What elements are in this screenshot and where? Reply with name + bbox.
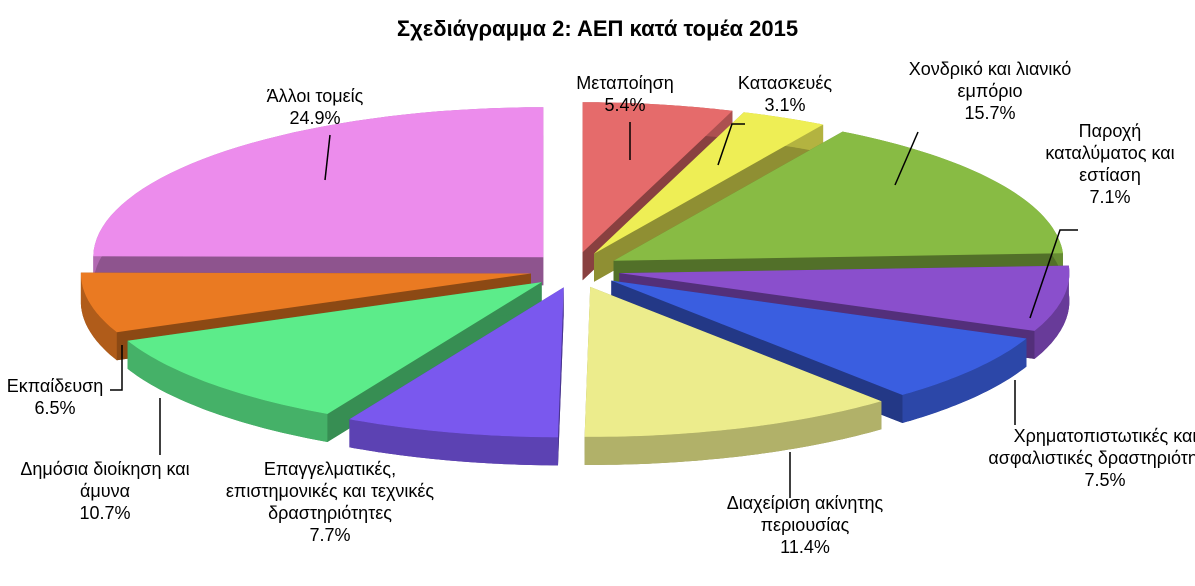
leader-line [1029,229,1078,319]
value-label: 5.4% [604,95,646,115]
data-label: Κατασκευές 3.1% [715,72,855,116]
slice [80,272,531,333]
category-label: Χονδρικό και λιανικό εμπόριο [908,59,1072,101]
chart-title: Σχεδιάγραμμα 2: ΑΕΠ κατά τομέα 2015 [396,16,799,41]
leader-line [894,131,919,186]
slice [619,265,1070,331]
data-label: Χονδρικό και λιανικό εμπόριο 15.7% [875,58,1105,124]
category-label: Παροχή καταλύματος και εστίαση [1045,121,1175,185]
data-label: Άλλοι τομείς 24.9% [215,85,415,129]
slice-side [902,338,1027,423]
category-label: Διαχείριση ακίνητης περιουσίας [726,493,884,535]
value-label: 7.1% [1089,187,1131,207]
category-label: Κατασκευές [737,73,833,93]
slice-side [127,340,328,442]
data-label: Εκπαίδευση 6.5% [0,375,110,419]
value-label: 7.5% [1084,470,1126,490]
value-label: 11.4% [780,537,830,557]
data-label: Επαγγελματικές, επιστημονικές και τεχνικ… [220,458,440,546]
leader-line [110,345,123,391]
slice-group [349,287,564,466]
data-label: Παροχή καταλύματος και εστίαση 7.1% [1040,120,1180,208]
leader-lines [110,122,1078,498]
value-label: 7.7% [309,525,351,545]
slice-side [349,419,558,466]
slice [93,107,544,258]
category-label: Μεταποίηση [576,73,674,93]
value-label: 24.9% [289,108,341,128]
slice [594,112,824,254]
data-label: Διαχείριση ακίνητης περιουσίας 11.4% [685,492,925,558]
slice [611,280,1027,395]
data-label: Δημόσια διοίκηση και άμυνα 10.7% [5,458,205,524]
slice-group [93,107,544,286]
slice-side [1034,265,1070,359]
slice-side [584,401,882,465]
category-label: Επαγγελματικές, επιστημονικές και τεχνικ… [225,459,435,523]
value-label: 6.5% [34,398,76,418]
slices [80,102,1070,466]
value-label: 15.7% [964,103,1016,123]
category-label: Χρηματοπιστωτικές και ασφαλιστικές δραστ… [988,426,1195,468]
value-label: 10.7% [79,503,131,523]
category-label: Εκπαίδευση [6,376,104,396]
slice-side [80,272,117,361]
slice [349,287,564,438]
slice-group [613,131,1063,289]
leader-line [717,123,745,166]
data-label: Χρηματοπιστωτικές και ασφαλιστικές δραστ… [970,425,1195,491]
slice-group [584,286,882,465]
slice [584,286,882,437]
slice [127,282,542,414]
leader-line [324,134,331,181]
slice [582,102,733,253]
slice-side [558,287,564,466]
category-label: Άλλοι τομείς [266,86,364,106]
value-label: 3.1% [764,95,806,115]
slice [613,131,1063,261]
data-label: Μεταποίηση 5.4% [555,72,695,116]
category-label: Δημόσια διοίκηση και άμυνα [20,459,190,501]
